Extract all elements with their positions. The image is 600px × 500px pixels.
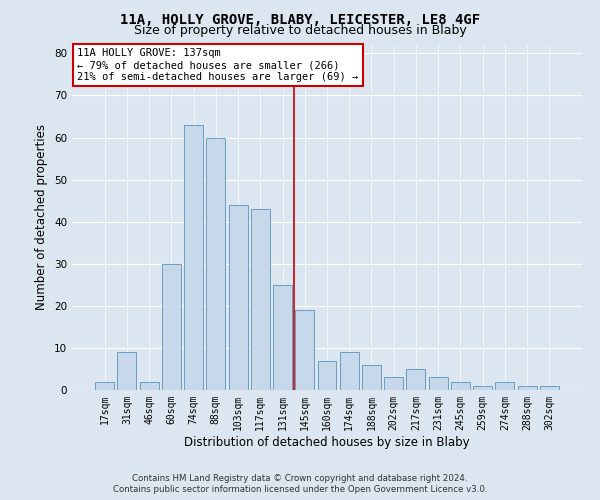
Bar	[384, 378, 403, 390]
Bar	[184, 125, 203, 390]
Text: 11A, HOLLY GROVE, BLABY, LEICESTER, LE8 4GF: 11A, HOLLY GROVE, BLABY, LEICESTER, LE8 …	[120, 12, 480, 26]
Bar	[140, 382, 158, 390]
Text: 11A HOLLY GROVE: 137sqm
← 79% of detached houses are smaller (266)
21% of semi-d: 11A HOLLY GROVE: 137sqm ← 79% of detache…	[77, 48, 358, 82]
Bar	[251, 209, 270, 390]
Bar	[273, 285, 292, 390]
Bar	[473, 386, 492, 390]
Text: Size of property relative to detached houses in Blaby: Size of property relative to detached ho…	[134, 24, 466, 37]
Bar	[362, 365, 381, 390]
Bar	[206, 138, 225, 390]
Bar	[95, 382, 114, 390]
Bar	[406, 369, 425, 390]
X-axis label: Distribution of detached houses by size in Blaby: Distribution of detached houses by size …	[184, 436, 470, 448]
Bar	[118, 352, 136, 390]
Bar	[340, 352, 359, 390]
Bar	[229, 205, 248, 390]
Text: Contains HM Land Registry data © Crown copyright and database right 2024.
Contai: Contains HM Land Registry data © Crown c…	[113, 474, 487, 494]
Bar	[518, 386, 536, 390]
Bar	[295, 310, 314, 390]
Bar	[429, 378, 448, 390]
Bar	[540, 386, 559, 390]
Bar	[162, 264, 181, 390]
Bar	[317, 360, 337, 390]
Y-axis label: Number of detached properties: Number of detached properties	[35, 124, 49, 310]
Bar	[496, 382, 514, 390]
Bar	[451, 382, 470, 390]
